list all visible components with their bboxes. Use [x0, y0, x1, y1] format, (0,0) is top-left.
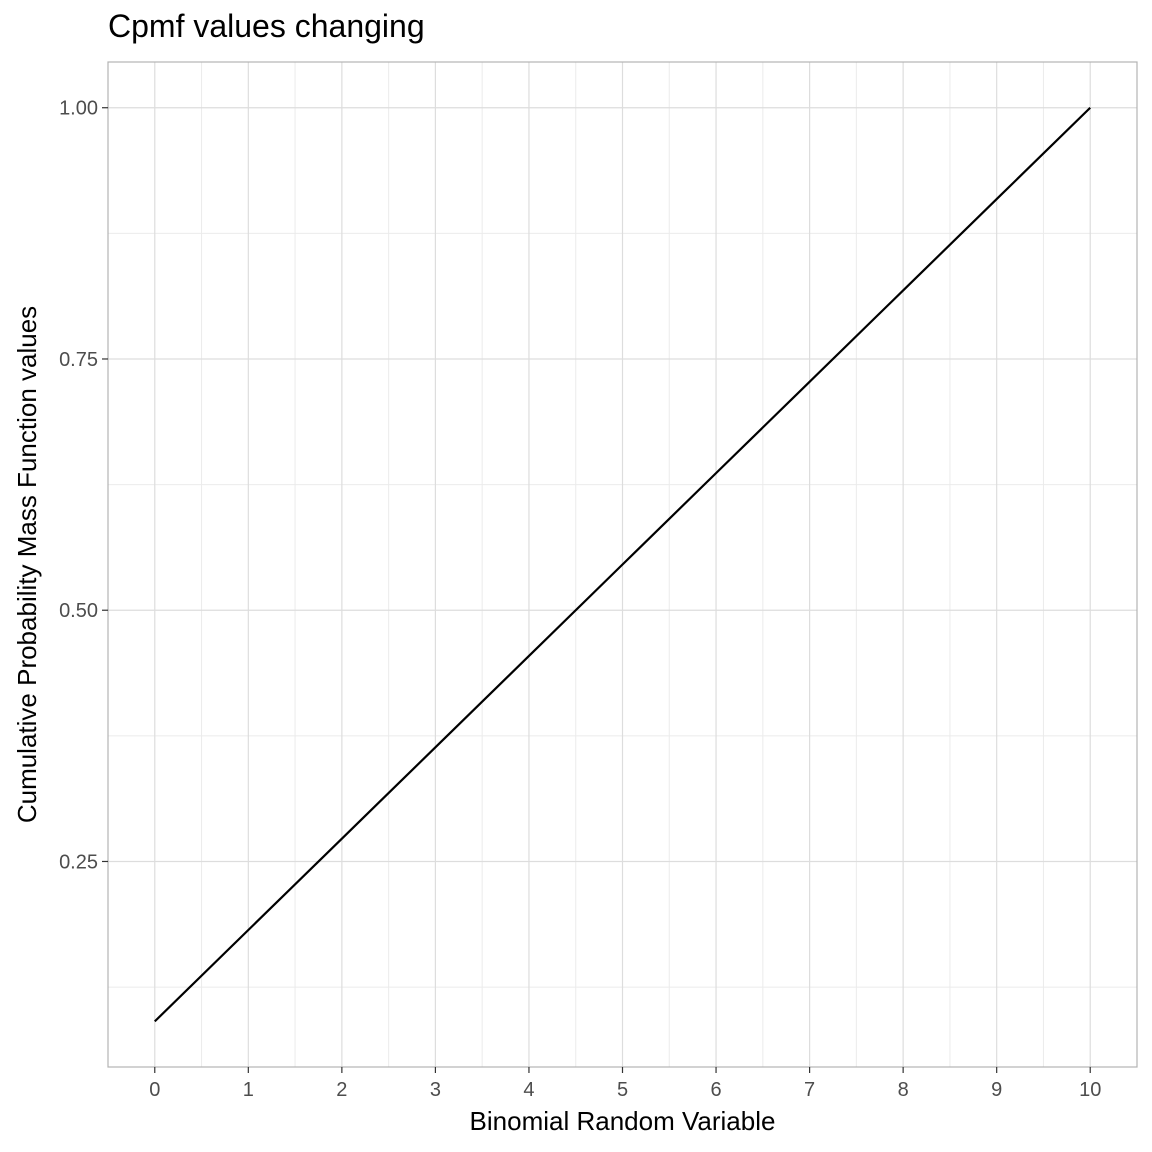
x-tick-label: 9: [991, 1079, 1002, 1101]
y-axis-title: Cumulative Probability Mass Function val…: [12, 306, 42, 823]
x-tick-label: 10: [1079, 1079, 1101, 1101]
x-axis: 0 1 2 3 4 5 6 7 8 9 10: [149, 1067, 1101, 1101]
x-tick-label: 7: [804, 1079, 815, 1101]
x-tick-label: 0: [149, 1079, 160, 1101]
x-tick-label: 8: [898, 1079, 909, 1101]
x-axis-title: Binomial Random Variable: [470, 1106, 776, 1136]
x-tick-label: 5: [617, 1079, 628, 1101]
y-tick-label: 1.00: [59, 98, 98, 120]
x-tick-label: 6: [710, 1079, 721, 1101]
y-tick-label: 0.75: [59, 349, 98, 371]
series-layer: [154, 106, 1091, 1023]
series-line: [154, 106, 1091, 1023]
x-tick-label: 1: [243, 1079, 254, 1101]
x-tick-label: 4: [523, 1079, 534, 1101]
y-tick-label: 0.50: [59, 600, 98, 622]
chart-title: Cpmf values changing: [108, 8, 425, 44]
y-tick-label: 0.25: [59, 851, 98, 873]
x-tick-label: 2: [336, 1079, 347, 1101]
x-tick-label: 3: [430, 1079, 441, 1101]
y-axis: 0.25 0.50 0.75 1.00: [59, 98, 108, 873]
major-gridlines: [108, 62, 1137, 1067]
